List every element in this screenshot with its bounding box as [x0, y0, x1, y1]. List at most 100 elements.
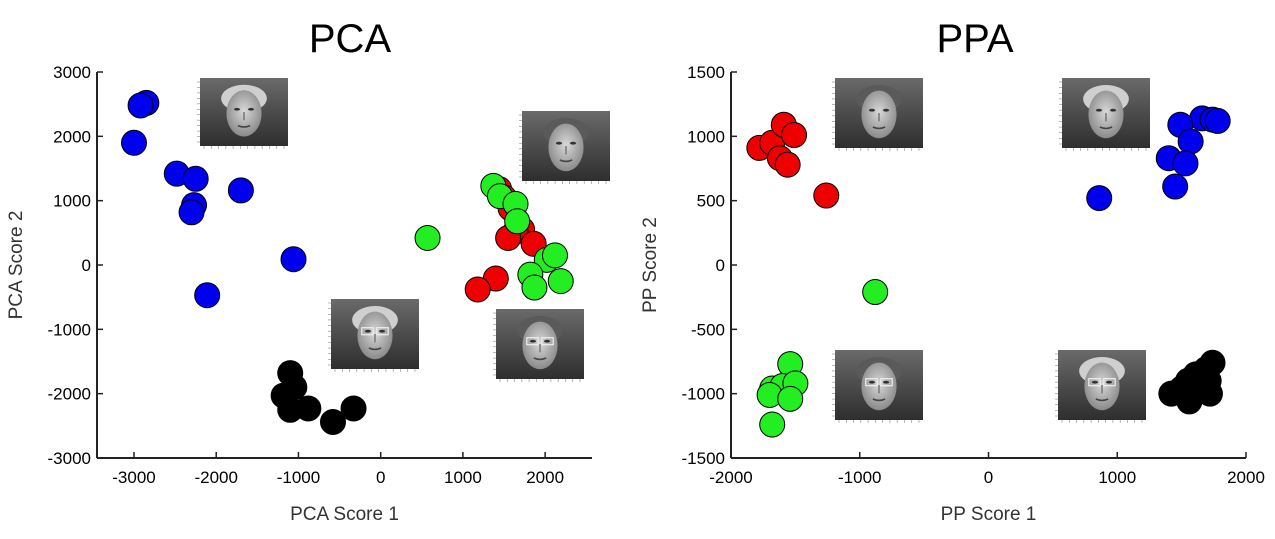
series-3	[414, 172, 574, 301]
ppa-panel: PPA -1500 -1000 -500 0 500 1000 1500 -2000 -1000 0…	[640, 17, 1265, 525]
data-point	[121, 129, 148, 156]
series-2	[1086, 105, 1231, 212]
series-3	[756, 279, 889, 438]
data-point	[547, 268, 574, 295]
x-tick-label: -2000	[194, 468, 237, 487]
y-axis-label: PP Score 2	[640, 217, 661, 313]
face-thumbnail	[519, 111, 610, 184]
data-point	[227, 177, 254, 204]
data-point	[295, 395, 322, 422]
face-eye	[569, 141, 577, 145]
y-tick-label: 0	[716, 256, 725, 275]
data-point	[1172, 150, 1199, 177]
face-eye	[364, 329, 372, 333]
data-point	[862, 279, 889, 306]
face-mouth	[1095, 398, 1109, 402]
data-point	[464, 276, 491, 303]
face-eye	[543, 339, 551, 343]
series-1	[746, 111, 840, 209]
face-mouth	[533, 357, 547, 361]
x-tick-label: 2000	[526, 468, 564, 487]
face-thumbnail	[1055, 350, 1146, 423]
face-glasses	[526, 337, 539, 346]
face-eye	[882, 108, 890, 112]
face-eye	[1105, 380, 1113, 384]
x-tick-label: 0	[984, 468, 993, 487]
data-point	[280, 246, 307, 273]
data-point	[340, 395, 367, 422]
x-tick-label: 1000	[444, 468, 482, 487]
face-eye	[247, 107, 255, 111]
series-4	[1158, 349, 1226, 415]
face-eye	[529, 339, 537, 343]
data-point	[1177, 128, 1204, 155]
face-mouth	[368, 347, 382, 351]
face-mouth	[237, 124, 251, 128]
face-glasses	[1088, 378, 1101, 387]
face-glasses	[541, 337, 554, 346]
face-eye	[868, 108, 876, 112]
chart-title: PPA	[936, 17, 1013, 61]
y-tick-label: -500	[691, 320, 725, 339]
data-point	[521, 274, 548, 301]
y-tick-label: 0	[82, 256, 91, 275]
face-thumbnail	[832, 350, 923, 423]
data-point	[1162, 173, 1189, 200]
face-thumbnail	[197, 78, 288, 149]
face-thumbnail	[832, 78, 923, 151]
x-axis-label: PP Score 1	[941, 504, 1037, 525]
face-thumbnail	[1059, 78, 1150, 151]
face-eye	[1091, 380, 1099, 384]
face-eye	[555, 141, 563, 145]
face-glasses	[361, 327, 374, 336]
face-mouth	[872, 126, 886, 130]
face-thumbnail	[493, 309, 584, 382]
y-tick-label: 2000	[53, 127, 91, 146]
y-tick-label: 1000	[687, 127, 725, 146]
face-eye	[882, 380, 890, 384]
face-glasses	[865, 378, 878, 387]
y-tick-label: 500	[697, 192, 725, 211]
data-point	[319, 408, 346, 435]
y-tick-label: 3000	[53, 63, 91, 82]
y-tick-label: -1000	[682, 385, 725, 404]
x-axis-label: PCA Score 1	[290, 504, 399, 525]
data-point	[127, 92, 154, 119]
face-thumbnail	[328, 299, 419, 372]
face-mouth	[559, 159, 573, 163]
pca-panel: PCA -3000 -2000 -1000 0 1000 2000 3000 -3000 -200…	[6, 17, 610, 525]
data-point	[182, 165, 209, 192]
x-tick-label: 1000	[1098, 468, 1136, 487]
data-point	[813, 182, 840, 209]
data-point	[777, 385, 804, 412]
face-glasses	[1103, 378, 1116, 387]
face-eye	[868, 380, 876, 384]
y-tick-label: -1000	[48, 320, 91, 339]
data-point	[414, 224, 441, 251]
chart-title: PCA	[309, 17, 392, 61]
face-mouth	[872, 398, 886, 402]
y-tick-label: -1500	[682, 449, 725, 468]
data-point	[1204, 107, 1231, 134]
data-point	[781, 122, 808, 149]
y-tick-label: -3000	[48, 449, 91, 468]
data-point	[1176, 388, 1203, 415]
face-eye	[378, 329, 386, 333]
face-glasses	[376, 327, 389, 336]
data-point	[504, 208, 531, 235]
series-4	[270, 360, 367, 435]
y-tick-label: 1500	[687, 63, 725, 82]
y-tick-label: 1000	[53, 192, 91, 211]
x-tick-label: -1000	[838, 468, 881, 487]
x-tick-label: 2000	[1227, 468, 1265, 487]
y-tick-label: -2000	[48, 385, 91, 404]
data-point	[774, 151, 801, 178]
face-eye	[1109, 108, 1117, 112]
x-tick-label: -2000	[709, 468, 752, 487]
face-eye	[1095, 108, 1103, 112]
series-1	[121, 89, 307, 309]
data-point	[541, 242, 568, 269]
face-eye	[233, 107, 241, 111]
